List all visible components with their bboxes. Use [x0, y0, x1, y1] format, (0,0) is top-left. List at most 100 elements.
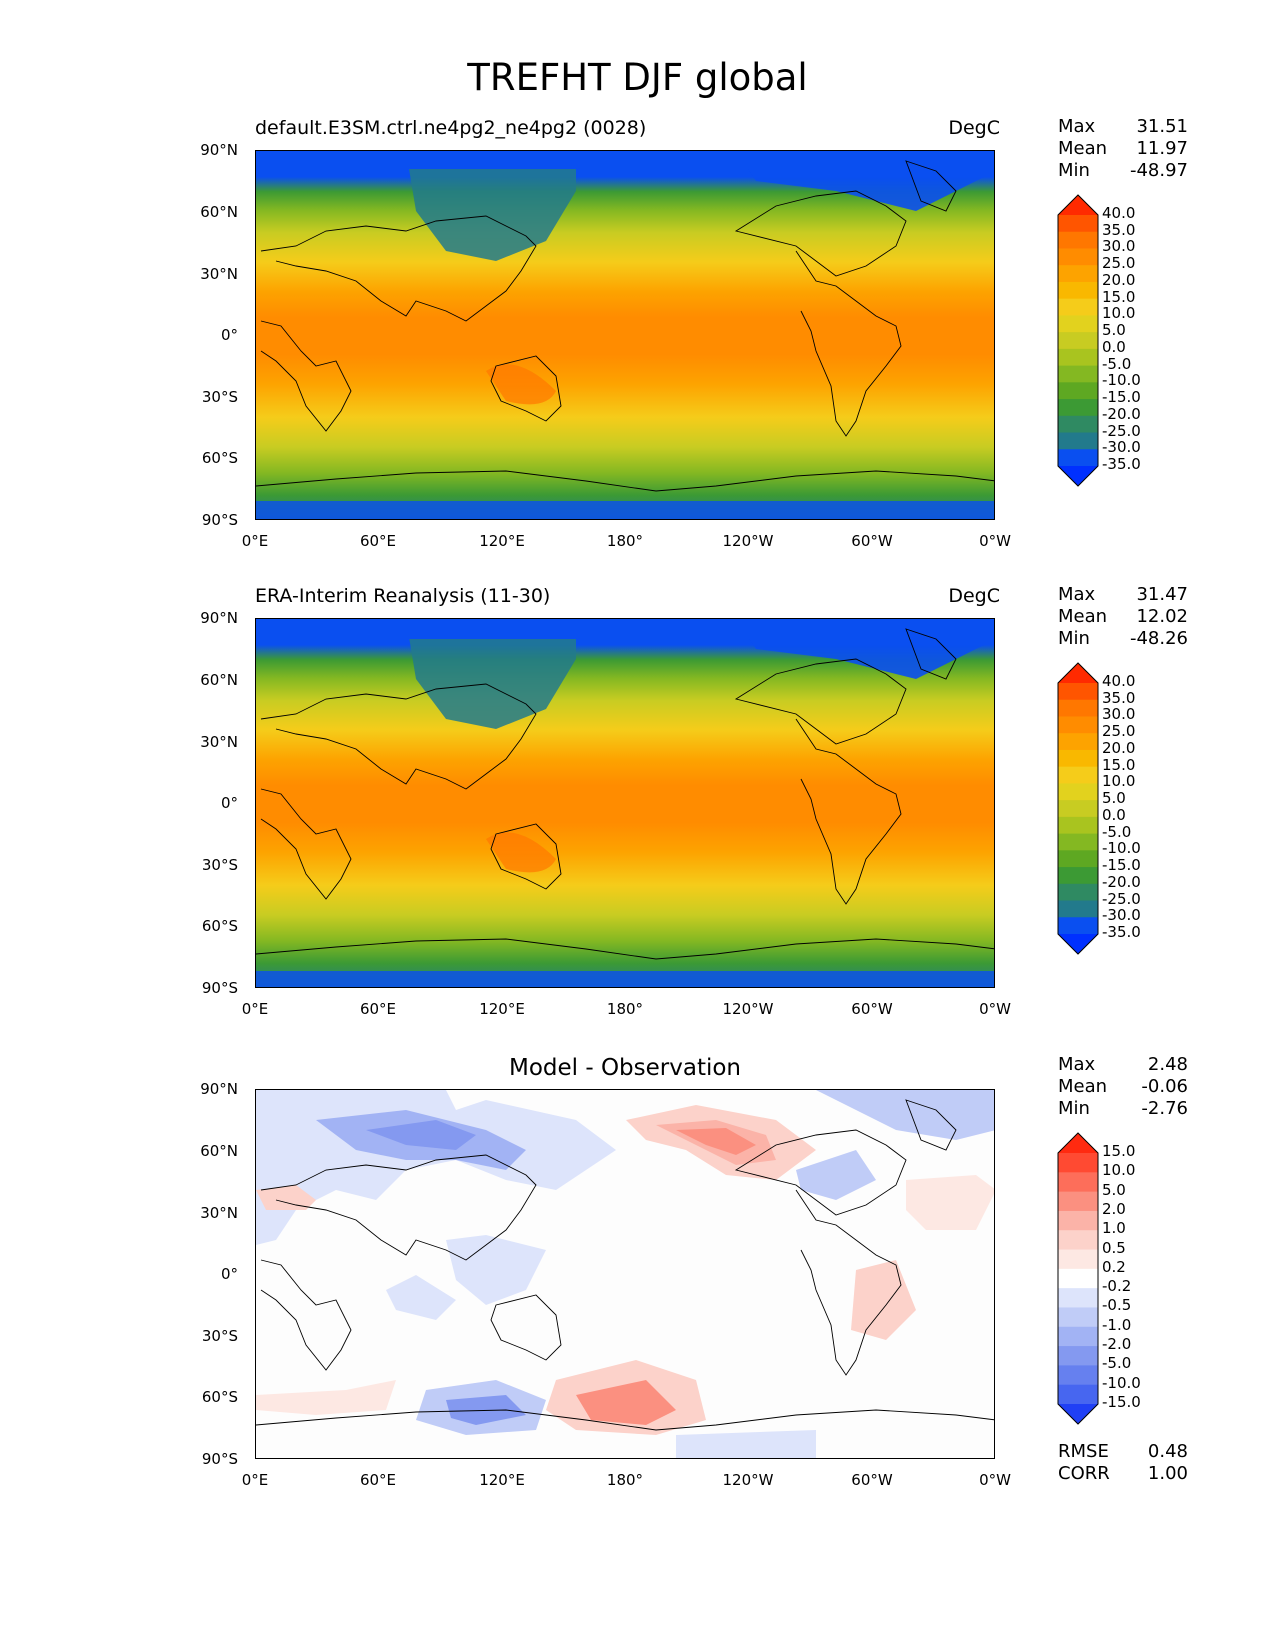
ytick-label: 90°S — [201, 1450, 238, 1468]
colorbar-tick-label: 10.0 — [1102, 304, 1136, 323]
map-model — [255, 150, 995, 520]
stat-min-value: -48.26 — [1129, 628, 1188, 649]
colorbar-segment — [1058, 348, 1098, 367]
colorbar-segment — [1058, 783, 1098, 801]
xtick-label: 180° — [606, 1471, 644, 1489]
ytick-label: 0° — [220, 794, 238, 812]
colorbar-tick-label: 40.0 — [1102, 672, 1136, 690]
coastlines-obs — [256, 628, 994, 960]
colorbar-tick-label: -15.0 — [1102, 1393, 1141, 1411]
stat-max-label: Max — [1058, 584, 1096, 605]
colorbar-segment — [1058, 683, 1098, 701]
colorbar-tick-label: 25.0 — [1102, 254, 1136, 273]
panel-title-left: ERA-Interim Reanalysis (11-30) — [255, 585, 551, 607]
map-field-diff — [256, 1090, 994, 1458]
colorbar-tick-label: -35.0 — [1102, 923, 1141, 941]
xtick-label: 0°W — [979, 532, 1011, 550]
ytick-label: 60°N — [200, 671, 238, 689]
colorbar-segment — [1058, 1153, 1098, 1173]
colorbar-tick-label: -15.0 — [1102, 856, 1141, 875]
xtick-label: 0°W — [979, 1471, 1011, 1489]
ytick-label: 90°N — [200, 609, 238, 627]
colorbar-tick-label: 30.0 — [1102, 237, 1136, 256]
colorbar-tick-label: -10.0 — [1102, 1373, 1141, 1392]
colorbar-segment — [1058, 1365, 1098, 1386]
colorbar-tick-label: -5.0 — [1102, 822, 1132, 841]
colorbar-extend-max — [1058, 195, 1098, 215]
stat-max-value: 2.48 — [1147, 1054, 1188, 1075]
colorbar-tick-label: -20.0 — [1102, 404, 1141, 423]
ytick-label: 30°N — [200, 1204, 238, 1222]
stat-mean-label: Mean — [1058, 138, 1108, 159]
stats-diff: Max 2.48 Mean -0.06 Min -2.76 — [1058, 1054, 1188, 1120]
xtick-label: 120°E — [479, 532, 525, 550]
colorbar-segment — [1058, 1346, 1098, 1366]
colorbar-segment — [1058, 1384, 1098, 1405]
xtick-label: 60°W — [851, 1471, 893, 1489]
colorbar-tick-label: -30.0 — [1102, 438, 1141, 457]
colorbar-segment — [1058, 699, 1098, 717]
colorbar-tick-label: 40.0 — [1102, 204, 1136, 222]
stat-mean-value: 12.02 — [1136, 606, 1188, 627]
colorbar-extend-min — [1058, 1404, 1098, 1424]
stat-max-value: 31.47 — [1136, 584, 1188, 605]
ytick-label: 60°N — [200, 1142, 238, 1160]
colorbar-segment — [1058, 265, 1098, 283]
xtick-label: 180° — [606, 1000, 644, 1018]
map-obs — [255, 618, 995, 988]
xtick-label: 120°W — [722, 1471, 774, 1489]
xtick-label: 0°E — [241, 1000, 269, 1018]
colorbar-tick-label: 10.0 — [1102, 1161, 1136, 1180]
colorbar-segment — [1058, 315, 1098, 333]
colorbar-tick-label: -25.0 — [1102, 889, 1141, 908]
colorbar-tick-label: -5.0 — [1102, 354, 1132, 373]
stat-max-value: 31.51 — [1136, 116, 1188, 137]
colorbar-tick-label: 5.0 — [1102, 1180, 1126, 1199]
ytick-label: 30°N — [200, 265, 238, 283]
colorbar-segment — [1058, 1230, 1098, 1251]
xtick-label: 120°E — [479, 1471, 525, 1489]
xtick-label: 60°E — [359, 1000, 397, 1018]
ytick-label: 90°S — [201, 511, 238, 529]
colorbar-tick-label: 2.0 — [1102, 1199, 1126, 1218]
ytick-label: 30°S — [201, 1327, 238, 1345]
stat-max-label: Max — [1058, 116, 1096, 137]
colorbar-tick-label: -20.0 — [1102, 872, 1141, 891]
colorbar-segment — [1058, 215, 1098, 233]
colorbar-model — [1057, 194, 1099, 487]
ytick-label: 90°N — [200, 141, 238, 159]
xtick-label: 60°W — [851, 1000, 893, 1018]
colorbar-segment — [1058, 1288, 1098, 1308]
colorbar-segment — [1058, 1268, 1098, 1289]
colorbar-tick-label: -0.5 — [1102, 1296, 1132, 1315]
colorbar-tick-label: 30.0 — [1102, 705, 1136, 724]
panel-units: DegC — [948, 117, 1000, 139]
ytick-label: 60°N — [200, 203, 238, 221]
colorbar-segment — [1058, 449, 1098, 467]
colorbar-tick-label: 5.0 — [1102, 789, 1126, 808]
map-field-model — [256, 151, 994, 519]
colorbar-tick-label: 1.0 — [1102, 1219, 1126, 1238]
figure-title: TREFHT DJF global — [467, 56, 808, 99]
colorbar-segment — [1058, 382, 1098, 400]
ytick-label: 60°S — [201, 449, 238, 467]
stat-mean-label: Mean — [1058, 1076, 1108, 1097]
coastlines-diff — [256, 1099, 994, 1431]
colorbar-tick-label: -25.0 — [1102, 421, 1141, 440]
ytick-label: 0° — [220, 326, 238, 344]
colorbar-extend-min — [1058, 934, 1098, 954]
ytick-label: 30°N — [200, 733, 238, 751]
stat-mean-value: -0.06 — [1141, 1076, 1188, 1097]
colorbar-tick-label: -15.0 — [1102, 388, 1141, 407]
rmse-label: RMSE — [1058, 1441, 1109, 1462]
colorbar-segment — [1058, 365, 1098, 383]
colorbar-segment — [1058, 867, 1098, 885]
stat-min-value: -48.97 — [1129, 160, 1188, 181]
ytick-label: 60°S — [201, 917, 238, 935]
colorbar-tick-label: 0.5 — [1102, 1238, 1126, 1257]
colorbar-extend-max — [1058, 1133, 1098, 1153]
xtick-label: 60°W — [851, 532, 893, 550]
colorbar-tick-label: -35.0 — [1102, 455, 1141, 473]
colorbar-tick-label: 15.0 — [1102, 1142, 1136, 1160]
colorbar-tick-label: 10.0 — [1102, 772, 1136, 791]
